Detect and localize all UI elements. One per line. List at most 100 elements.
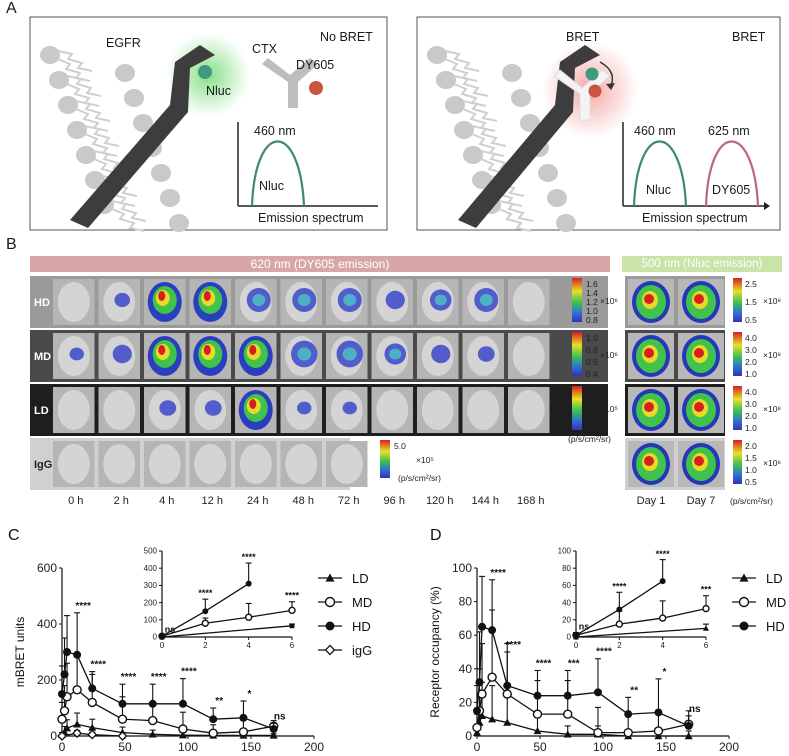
colorbar-tick: 0.6 [586, 357, 598, 367]
marker-circle-filled [178, 699, 187, 708]
lipid-head [115, 64, 135, 82]
lipid-head [67, 121, 87, 139]
x-tick-label: 0 [59, 740, 66, 754]
timepoint-label: 12 h [202, 495, 223, 507]
spectrum-curve-nluc-left [250, 140, 306, 207]
band-620-label: 620 nm (DY605 emission) [250, 257, 390, 271]
colorbar-tick: 0.8 [586, 315, 598, 325]
panel-label-b: B [6, 236, 17, 253]
y-tick-label: 40 [459, 662, 473, 676]
y-tick-label: 300 [144, 581, 158, 590]
timepoint-label: 2 h [114, 495, 129, 507]
mouse-body [239, 444, 272, 484]
signal-red [644, 456, 654, 466]
marker-circle-filled [202, 608, 209, 615]
marker-circle-open [563, 709, 573, 719]
curve2-label-right: DY605 [712, 183, 751, 197]
signal-cyan [297, 294, 311, 306]
signal-red [694, 348, 704, 358]
marker-triangle [684, 732, 693, 740]
lipid-tail [111, 200, 147, 222]
timepoint-label: 48 h [293, 495, 314, 507]
marker-triangle [63, 724, 72, 732]
marker-circle-filled [269, 725, 278, 733]
lipid-head [511, 89, 531, 107]
lipid-head [40, 46, 60, 64]
colorbar-tick: 0.4 [586, 369, 598, 379]
series-line-LD [161, 625, 293, 638]
colorbar-tick: 2.0 [745, 357, 757, 367]
significance-label: **** [181, 667, 197, 678]
x-tick-label: 0 [474, 740, 481, 754]
nluc-label-left: Nluc [206, 84, 232, 98]
signal-blue [69, 347, 84, 361]
marker-diamond-open [117, 731, 128, 741]
marker-circle-filled [209, 715, 218, 724]
colorbar-tick: 2.5 [745, 279, 757, 289]
y-tick-label: 60 [459, 628, 473, 642]
x-tick-label: 0 [160, 641, 165, 650]
marker-circle-open [615, 620, 624, 628]
lipid-head [538, 164, 558, 182]
timepoint-label: 168 h [517, 495, 545, 507]
y-tick-label: 400 [37, 617, 57, 631]
y-tick-label: 200 [144, 598, 158, 607]
day-label: Day 7 [687, 495, 716, 507]
marker-circle-filled [593, 688, 602, 697]
x-tick-label: 200 [719, 740, 739, 754]
marker-circle-filled [73, 650, 82, 659]
dy605-label-left: DY605 [296, 58, 335, 72]
marker-circle-filled [58, 690, 66, 698]
marker-circle-open [623, 727, 633, 738]
colorbar-multiplier: ×10⁶ [600, 296, 618, 306]
marker-circle-open [244, 613, 253, 621]
marker-circle-filled [148, 699, 157, 708]
lipid-tail [498, 208, 532, 232]
signal-cyan [297, 347, 312, 361]
colorbar-620 [572, 278, 582, 322]
signal-blue [112, 344, 132, 364]
membrane-left [40, 46, 189, 232]
lipid-head [454, 121, 474, 139]
legend-label: HD [766, 619, 785, 634]
mouse-body [103, 390, 136, 430]
marker-circle-filled [573, 632, 579, 639]
signal-red [158, 345, 166, 355]
marker-triangle [269, 731, 278, 739]
inset-significance-label: *** [701, 585, 712, 595]
colorbar-tick: 6.0 [586, 405, 598, 415]
lipid-tail [498, 200, 534, 222]
significance-label: * [247, 689, 251, 700]
signal-blue [477, 346, 495, 362]
signal-blue [385, 290, 405, 310]
x-tick-label: 2 [203, 641, 208, 650]
imaging-row-label: MD [34, 351, 51, 363]
mouse-body [148, 444, 181, 484]
transfer-arrowhead [606, 83, 615, 90]
lipid-tail [57, 50, 93, 72]
y-tick-label: 0 [465, 729, 472, 743]
lipid-tail [66, 75, 102, 97]
curve-label-left: Nluc [259, 179, 285, 193]
colorbar-tick: 3.0 [745, 345, 757, 355]
timepoint-label: 4 h [159, 495, 174, 507]
x-tick-label: 200 [304, 740, 324, 754]
band-500-label: 500 nm (Nluc emission) [641, 258, 763, 270]
spectrum-axis-label-right: Emission spectrum [642, 211, 748, 225]
colorbar-tick: 6.5 [586, 387, 598, 397]
marker-circle-filled [118, 699, 127, 708]
signal-red [203, 291, 211, 301]
signal-blue [342, 401, 357, 415]
signal-red [694, 402, 704, 412]
significance-label: **** [490, 568, 506, 579]
band-500: 500 nm (Nluc emission) [622, 256, 782, 272]
marker-circle-open [201, 619, 210, 627]
signal-blue [297, 401, 312, 415]
lipid-head [133, 114, 153, 132]
colorbar-multiplier: ×10⁵ [600, 404, 618, 414]
panel-a-left-frame [29, 16, 388, 231]
colorbar-tick: 3.0 [745, 399, 757, 409]
mouse-body [57, 282, 90, 322]
marker-circle-open [502, 689, 512, 699]
